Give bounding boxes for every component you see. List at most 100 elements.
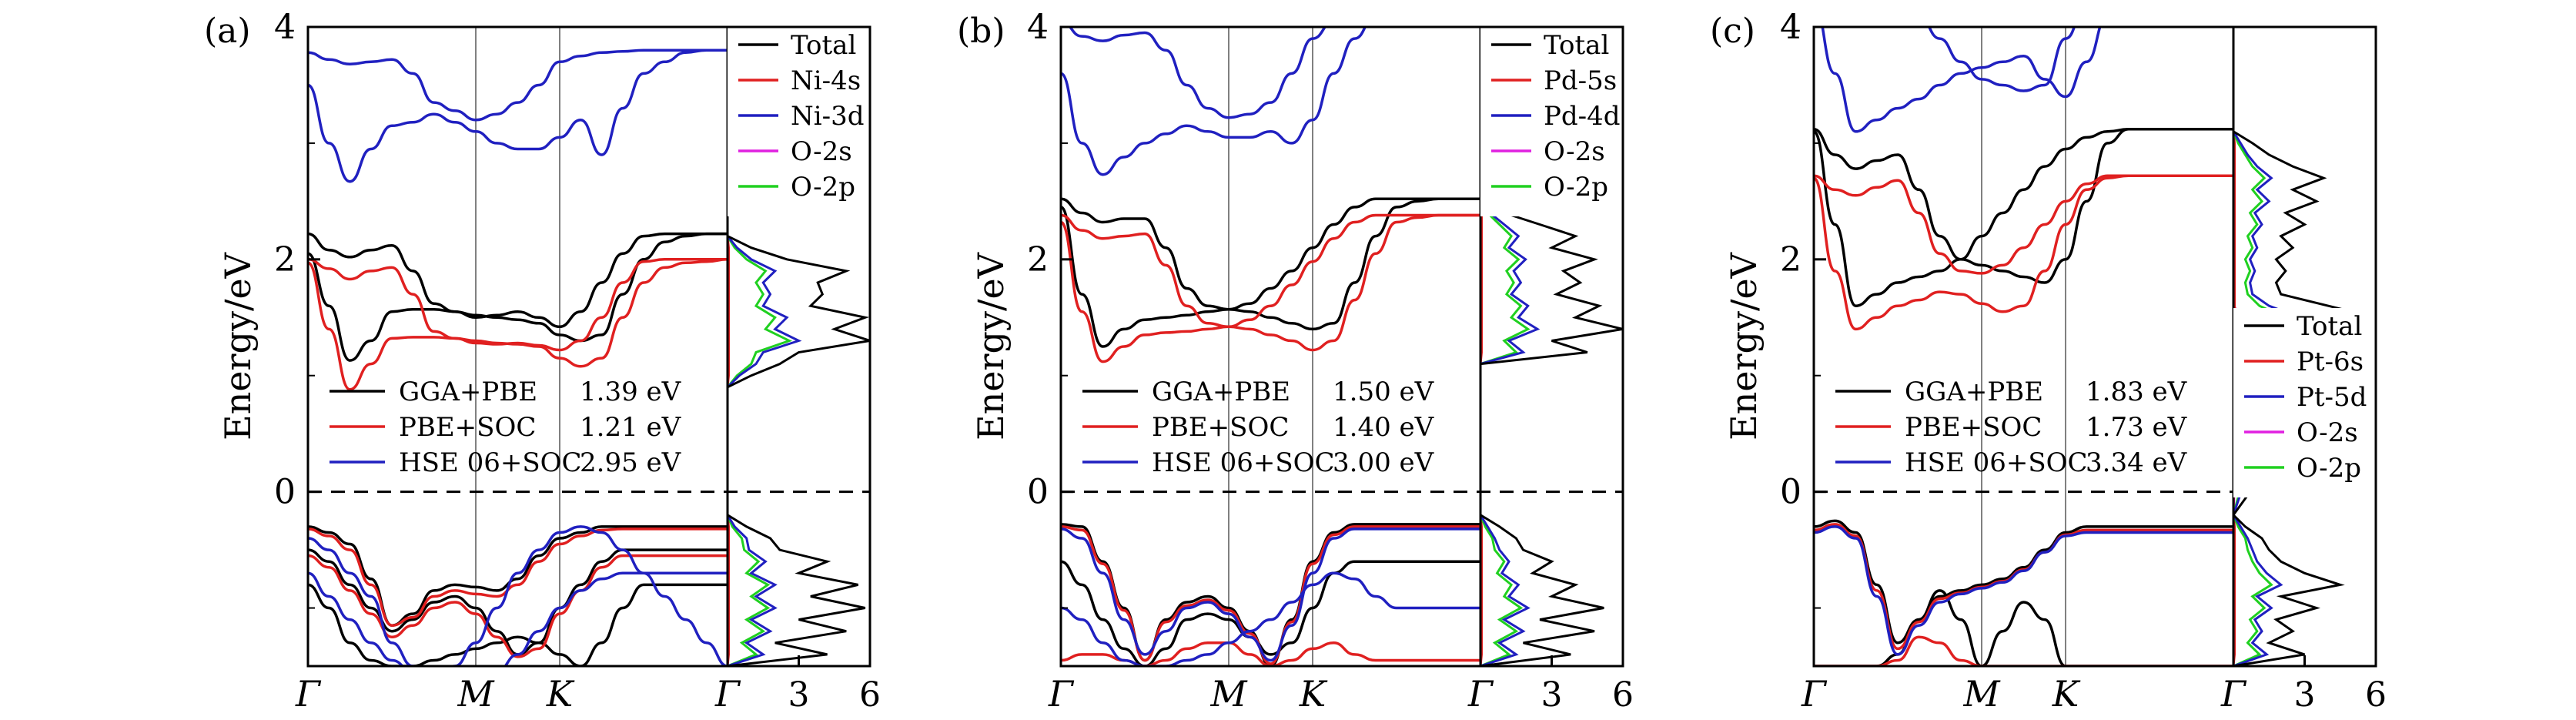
dos-legend-label: O-2s xyxy=(2297,417,2358,448)
band-line-pbe-soc xyxy=(1814,523,2233,651)
band-line-pbe-soc xyxy=(1061,213,1480,363)
dos-curve-pt-5d xyxy=(2233,131,2302,666)
dos-legend-label: Pt-5d xyxy=(2297,382,2367,413)
dos-tick-label: 3 xyxy=(788,675,810,715)
k-point-label: K xyxy=(1299,673,1328,715)
panel-label: (c) xyxy=(1710,12,1755,51)
k-point-label: K xyxy=(546,673,575,715)
y-tick-label: 2 xyxy=(274,240,296,280)
y-tick-label: 0 xyxy=(1780,473,1802,512)
band-line-pbe-soc xyxy=(1814,635,2233,666)
dos-curve-o-2p xyxy=(2233,131,2287,666)
panel-a: 4 2 0 (a) Energy/eV Γ M K Γ 3 6 GGA+PBE 1.39 eV PBE+S… xyxy=(204,8,881,715)
y-tick-label: 2 xyxy=(1780,240,1802,280)
band-line-gga-pbe xyxy=(308,583,728,666)
band-gap-value: 3.34 eV xyxy=(2086,447,2188,478)
band-gap-value: 2.95 eV xyxy=(580,447,682,478)
band-line-hse-06-soc xyxy=(308,571,728,666)
panel-label: (b) xyxy=(957,12,1005,51)
dos-tick-label: 6 xyxy=(1612,675,1634,715)
k-point-label: M xyxy=(1209,673,1248,715)
y-tick-label: 2 xyxy=(1027,240,1049,280)
dos-curve-total xyxy=(1480,200,1623,666)
method-legend-label: HSE 06+SOC xyxy=(399,447,582,478)
band-line-pbe-soc xyxy=(1061,213,1480,329)
dos-tick-label: 3 xyxy=(2294,675,2316,715)
dos-legend-label: Total xyxy=(2297,311,2362,342)
band-gap-value: 3.00 eV xyxy=(1333,447,1435,478)
band-line-pbe-soc xyxy=(308,527,728,627)
band-line-hse-06-soc xyxy=(1821,27,2102,133)
y-axis-label: Energy/eV xyxy=(1723,252,1765,440)
band-line-gga-pbe xyxy=(1061,523,1480,666)
band-line-hse-06-soc xyxy=(1061,527,1480,662)
dos-legend-box xyxy=(2233,308,2376,497)
dos-legend-label: Ni-3d xyxy=(791,101,865,132)
band-line-hse-06-soc xyxy=(308,49,728,122)
band-gap-value: 1.73 eV xyxy=(2086,412,2188,443)
band-line-hse-06-soc xyxy=(1061,571,1480,666)
method-legend-label: GGA+PBE xyxy=(399,377,537,407)
band-lines xyxy=(1814,27,2233,666)
dos-curve-total xyxy=(728,235,870,666)
dos-legend-label: O-2p xyxy=(1544,172,1608,203)
dos-curves xyxy=(1480,200,1623,666)
dos-legend-label: O-2s xyxy=(1544,136,1605,167)
dos-curve-pd-4d xyxy=(1480,200,1541,666)
k-point-label: Γ xyxy=(1048,673,1075,715)
y-tick-label: 4 xyxy=(1027,8,1049,47)
k-point-label: K xyxy=(2052,673,2081,715)
band-gap-value: 1.39 eV xyxy=(580,377,682,407)
panel-b: 4 2 0 (b) Energy/eV Γ M K Γ 3 6 GGA+PBE 1.50 eV PBE+S… xyxy=(957,8,1634,715)
band-gap-value: 1.50 eV xyxy=(1333,377,1435,407)
band-line-gga-pbe xyxy=(308,232,728,362)
band-gap-value: 1.21 eV xyxy=(580,412,682,443)
dos-legend-box xyxy=(728,27,870,216)
band-line-gga-pbe xyxy=(1061,197,1480,311)
band-line-gga-pbe xyxy=(308,232,728,329)
band-line-hse-06-soc xyxy=(1927,27,2076,92)
band-line-gga-pbe xyxy=(1814,589,2233,666)
dos-tick-label: 3 xyxy=(1541,675,1563,715)
band-line-gga-pbe xyxy=(1061,197,1480,348)
dos-legend-label: O-2s xyxy=(791,136,852,167)
dos-curve-ni-3d xyxy=(728,235,802,666)
dos-tick-label: 6 xyxy=(859,675,881,715)
band-line-gga-pbe xyxy=(1814,519,2233,645)
dos-legend-label: Total xyxy=(1544,30,1609,61)
k-point-label: M xyxy=(1962,673,2001,715)
method-legend-label: GGA+PBE xyxy=(1905,377,2043,407)
dos-curve-o-2p xyxy=(728,235,793,666)
band-line-hse-06-soc xyxy=(1814,525,2233,656)
k-point-label: Γ xyxy=(1801,673,1828,715)
band-line-pbe-soc xyxy=(308,258,728,391)
dos-legend-label: Pt-6s xyxy=(2297,347,2364,377)
y-tick-label: 4 xyxy=(274,8,296,47)
band-line-gga-pbe xyxy=(1814,128,2233,284)
y-axis-label: Energy/eV xyxy=(217,252,259,440)
dos-legend-box xyxy=(1480,27,1623,216)
band-line-gga-pbe xyxy=(308,548,728,656)
dos-legend-label: Pd-5s xyxy=(1544,65,1617,96)
band-lines xyxy=(1061,27,1480,666)
band-line-hse-06-soc xyxy=(308,49,728,183)
band-line-pbe-soc xyxy=(1061,525,1480,665)
method-legend-label: GGA+PBE xyxy=(1152,377,1290,407)
band-line-gga-pbe xyxy=(308,525,728,627)
y-tick-label: 4 xyxy=(1780,8,1802,47)
method-legend-label: PBE+SOC xyxy=(1152,412,1289,443)
band-line-pbe-soc xyxy=(308,554,728,658)
k-point-label: Γ xyxy=(1467,673,1494,715)
dos-legend-label: O-2p xyxy=(791,172,855,203)
k-point-label: Γ xyxy=(2220,673,2247,715)
band-line-hse-06-soc xyxy=(308,525,728,666)
method-legend-label: HSE 06+SOC xyxy=(1152,447,1335,478)
method-legend-label: PBE+SOC xyxy=(399,412,536,443)
dos-tick-label: 6 xyxy=(2365,675,2387,715)
band-line-pbe-soc xyxy=(308,258,728,352)
band-gap-value: 1.40 eV xyxy=(1333,412,1435,443)
y-tick-label: 0 xyxy=(274,473,296,512)
method-legend-label: PBE+SOC xyxy=(1905,412,2042,443)
method-legend-label: HSE 06+SOC xyxy=(1905,447,2088,478)
